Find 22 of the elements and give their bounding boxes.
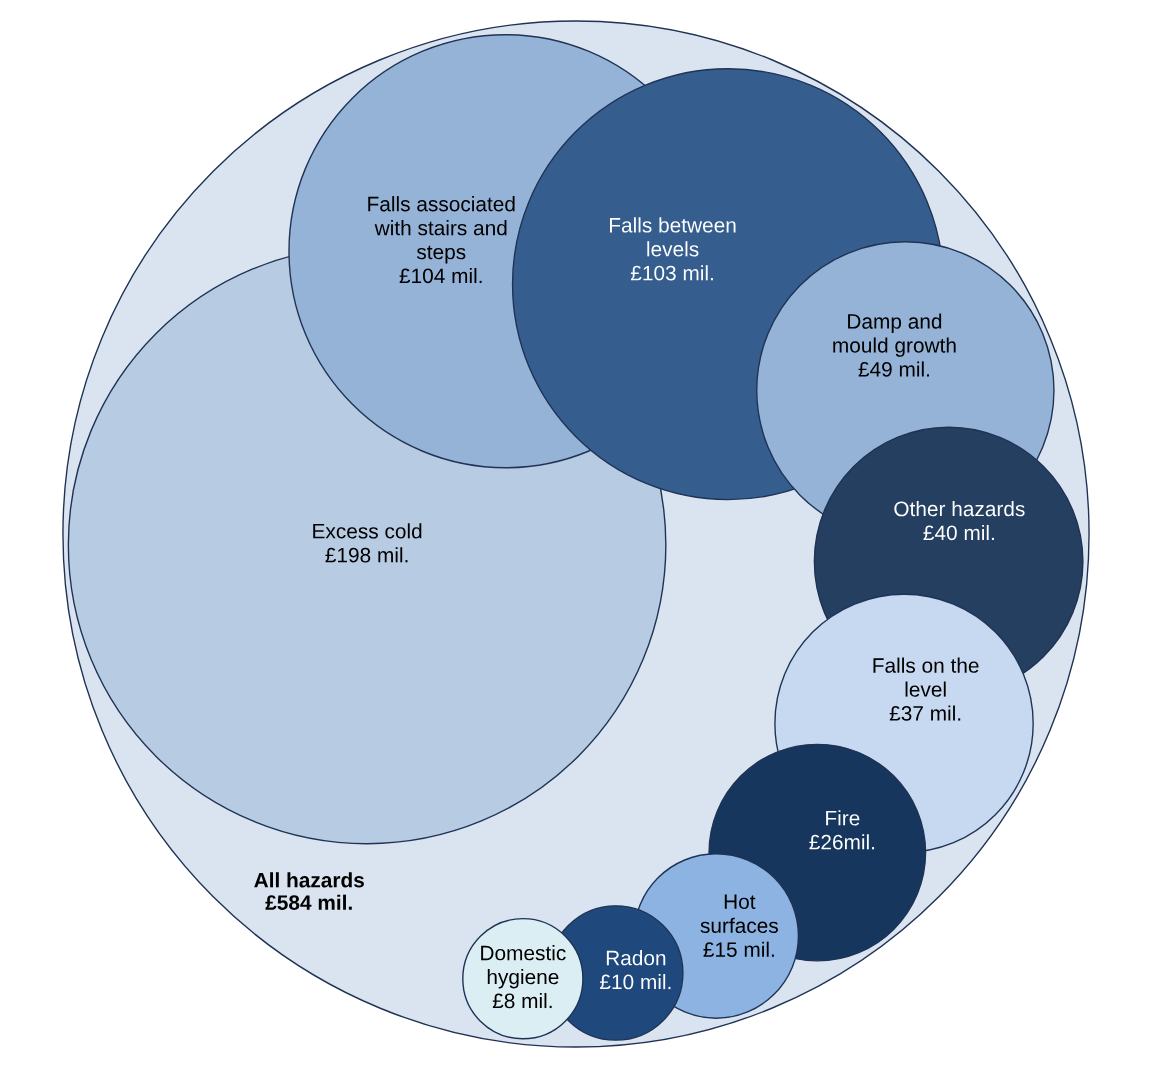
category-label: Excess cold xyxy=(313,523,422,539)
category-label: Damp and mould growth xyxy=(833,313,956,357)
category-label: Falls between levels xyxy=(610,217,736,257)
data-label: £10 mil. xyxy=(599,974,671,990)
category-label: Radon xyxy=(606,950,666,966)
data-label: £103 mil. xyxy=(630,265,713,281)
category-label: Hot surfaces xyxy=(700,894,778,934)
category-label: Fire xyxy=(826,810,860,826)
category-label: Falls on the level xyxy=(873,657,979,697)
data-label: £15 mil. xyxy=(703,941,774,957)
category-label: Other hazards xyxy=(894,500,1025,517)
data-label: £26mil. xyxy=(809,834,875,850)
data-label: £8 mil. xyxy=(492,992,552,1009)
category-label: All hazards xyxy=(254,872,364,888)
data-label: £104 mil. xyxy=(399,267,482,284)
data-label: £37 mil. xyxy=(889,705,961,721)
category-label: Domestic hygiene xyxy=(481,945,566,989)
data-label: £584 mil. xyxy=(265,894,352,910)
data-label: £198 mil. xyxy=(325,547,408,563)
category-label: Falls associated with stairs and steps xyxy=(368,196,515,264)
data-label: £40 mil. xyxy=(923,524,994,541)
data-label: £49 mil. xyxy=(858,361,929,377)
